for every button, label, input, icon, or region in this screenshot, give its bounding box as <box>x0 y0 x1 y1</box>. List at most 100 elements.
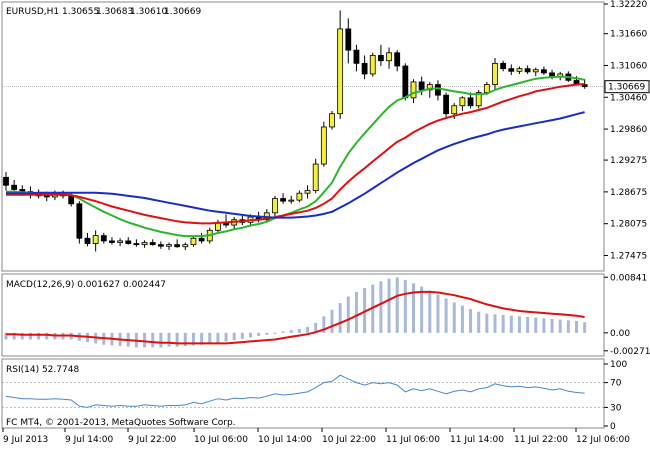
price-panel[interactable] <box>1 1 605 272</box>
macd-bar <box>159 332 163 348</box>
candle-body <box>117 240 123 243</box>
last-price-tag <box>604 80 650 94</box>
candle-body <box>157 244 164 247</box>
time-tick-label: 10 Jul 06:00 <box>194 435 248 445</box>
price-tick-label: 1.29860 <box>610 125 647 135</box>
macd-bar <box>314 322 318 333</box>
time-tick-label: 11 Jul 06:00 <box>386 435 440 445</box>
macd-bar <box>412 283 415 333</box>
macd-bar <box>420 286 424 333</box>
macd-bar <box>509 315 513 333</box>
candle-body <box>198 237 205 242</box>
candle-body <box>68 195 75 205</box>
candle-body <box>166 244 172 247</box>
macd-bar <box>501 315 505 333</box>
candle-body <box>92 235 99 244</box>
price-tick-label: 1.28675 <box>610 188 647 198</box>
ohlc-close: 1.30669 <box>164 7 201 17</box>
price-tick-label: 1.31660 <box>610 30 647 40</box>
price-plot <box>2 10 604 252</box>
candle-body <box>345 28 352 51</box>
candle-body <box>369 55 376 75</box>
ohlc-open: 1.30655 <box>62 7 99 17</box>
ohlc-low: 1.30610 <box>130 7 167 17</box>
macd-bar <box>151 332 155 348</box>
macd-bar <box>460 305 464 333</box>
candle-body <box>182 244 189 248</box>
candle-body <box>508 68 515 72</box>
macd-bar <box>550 318 554 333</box>
price-tick-label: 1.29275 <box>610 156 647 166</box>
macd-bar <box>4 332 8 340</box>
rsi-tick-label: 30 <box>610 403 622 413</box>
macd-plot <box>4 277 587 348</box>
time-tick-label: 10 Jul 14:00 <box>258 435 312 445</box>
candle-body <box>500 62 507 70</box>
candle-body <box>475 92 482 107</box>
candle-body <box>149 242 156 246</box>
candle-body <box>76 203 83 239</box>
macd-tick-label: 0.00841 <box>610 273 647 283</box>
macd-bar <box>297 328 301 333</box>
macd-bar <box>477 311 481 333</box>
candle-body <box>296 192 303 201</box>
time-tick-label: 12 Jul 06:00 <box>576 435 630 445</box>
candle-body <box>133 243 140 246</box>
macd-bar <box>265 332 269 335</box>
macd-bar <box>428 290 432 333</box>
candle-body <box>377 55 384 62</box>
ma-fast-line <box>6 75 585 238</box>
macd-bar <box>12 332 16 340</box>
candle-body <box>320 126 327 165</box>
candle-body <box>459 97 466 107</box>
macd-bar <box>183 332 187 347</box>
candle-body <box>492 62 498 85</box>
macd-bar <box>346 296 350 333</box>
macd-bar <box>354 291 358 333</box>
rsi-tick-label: 100 <box>610 360 627 370</box>
candle-body <box>100 235 107 242</box>
macd-bar <box>143 332 147 348</box>
candle-body <box>394 52 401 67</box>
candle-body <box>435 84 441 96</box>
macd-bar <box>363 287 367 333</box>
candle-body <box>3 176 9 186</box>
macd-bar <box>257 332 261 337</box>
macd-bar <box>273 332 277 334</box>
candle-body <box>84 237 91 244</box>
price-tick-label: 1.31060 <box>610 61 647 71</box>
candle-body <box>337 28 344 115</box>
candle-body <box>312 163 319 191</box>
candle-body <box>483 84 490 93</box>
price-tick-label: 1.28075 <box>610 220 647 230</box>
candle-body <box>443 94 450 115</box>
macd-bar <box>542 318 546 333</box>
macd-label: MACD(12,26,9) 0.001627 0.002447 <box>6 280 166 290</box>
macd-bar <box>379 281 383 333</box>
macd-bar <box>322 316 326 333</box>
candle-body <box>190 237 197 246</box>
candle-body <box>386 52 392 62</box>
macd-bar <box>281 331 285 333</box>
macd-bar <box>289 330 293 333</box>
candle-body <box>418 81 425 91</box>
candle-body <box>524 68 531 73</box>
macd-bar <box>37 332 41 340</box>
macd-bar <box>45 332 49 340</box>
rsi-panel[interactable] <box>1 358 605 429</box>
candle-body <box>125 240 132 244</box>
macd-bar <box>583 322 587 333</box>
macd-bar <box>232 332 236 341</box>
price-tick-label: 1.32220 <box>610 0 647 10</box>
candle-body <box>532 69 539 73</box>
candle-body <box>516 68 523 72</box>
time-tick-label: 9 Jul 2013 <box>3 435 48 445</box>
ma-slow-line <box>6 111 585 219</box>
rsi-tick-label: 70 <box>610 379 622 389</box>
rsi-line <box>5 374 585 408</box>
macd-bar <box>517 316 521 333</box>
candle-body <box>272 198 278 214</box>
macd-tick-label: 0.00 <box>610 329 630 339</box>
